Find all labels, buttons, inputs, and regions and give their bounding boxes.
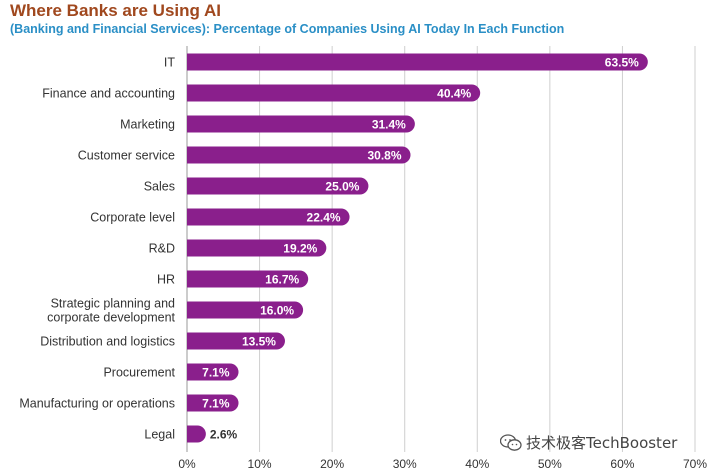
category-label: R&D bbox=[149, 242, 175, 256]
x-tick-label: 30% bbox=[393, 457, 417, 471]
bar bbox=[187, 84, 481, 102]
bar bbox=[187, 177, 369, 195]
watermark-text: 技术极客TechBooster bbox=[526, 434, 678, 452]
x-tick-label: 60% bbox=[610, 457, 634, 471]
x-tick-label: 50% bbox=[538, 457, 562, 471]
data-label: 7.1% bbox=[202, 366, 230, 380]
category-label: Corporate level bbox=[90, 211, 175, 225]
x-tick-label: 40% bbox=[465, 457, 489, 471]
watermark: 技术极客TechBooster bbox=[500, 432, 677, 453]
category-label: HR bbox=[157, 273, 175, 287]
category-label: Distribution and logistics bbox=[40, 335, 175, 349]
category-label: Legal bbox=[144, 428, 175, 442]
data-label: 40.4% bbox=[437, 87, 471, 101]
category-label: Strategic planning and bbox=[51, 297, 175, 311]
bar bbox=[187, 239, 327, 257]
data-label: 19.2% bbox=[283, 242, 317, 256]
data-label: 13.5% bbox=[242, 335, 276, 349]
category-label: IT bbox=[164, 56, 175, 70]
data-label: 16.7% bbox=[265, 273, 299, 287]
category-label: Finance and accounting bbox=[42, 87, 175, 101]
bar bbox=[187, 394, 239, 412]
bar bbox=[187, 53, 648, 71]
bar bbox=[187, 115, 415, 133]
category-label: Marketing bbox=[120, 118, 175, 132]
category-label: corporate development bbox=[47, 311, 175, 325]
bar bbox=[187, 425, 206, 443]
x-tick-label: 10% bbox=[248, 457, 272, 471]
bar bbox=[187, 363, 239, 381]
data-label: 2.6% bbox=[210, 428, 238, 442]
data-label: 25.0% bbox=[325, 180, 359, 194]
x-tick-label: 70% bbox=[683, 457, 707, 471]
bar bbox=[187, 146, 411, 164]
bar bbox=[187, 208, 350, 226]
bar bbox=[187, 301, 304, 319]
wechat-icon bbox=[500, 433, 522, 451]
category-label: Procurement bbox=[103, 366, 175, 380]
x-tick-label: 0% bbox=[178, 457, 196, 471]
category-label: Sales bbox=[144, 180, 175, 194]
bar bbox=[187, 332, 285, 350]
data-label: 22.4% bbox=[307, 211, 341, 225]
category-label: Manufacturing or operations bbox=[19, 397, 175, 411]
data-label: 7.1% bbox=[202, 397, 230, 411]
chart-title: Where Banks are Using AI bbox=[10, 1, 221, 20]
data-label: 30.8% bbox=[367, 149, 401, 163]
bar bbox=[187, 270, 309, 288]
category-label: Customer service bbox=[78, 149, 175, 163]
x-tick-label: 20% bbox=[320, 457, 344, 471]
data-label: 16.0% bbox=[260, 304, 294, 318]
data-label: 63.5% bbox=[605, 56, 639, 70]
chart-subtitle: (Banking and Financial Services): Percen… bbox=[10, 22, 565, 36]
data-label: 31.4% bbox=[372, 118, 406, 132]
